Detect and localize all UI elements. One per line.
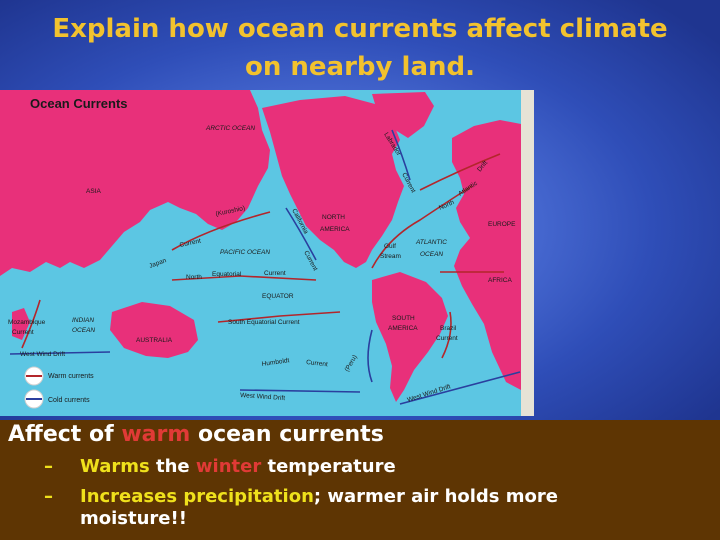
label-west-wind-drift-2: West Wind Drift (240, 392, 286, 402)
heading-prefix: Affect of (8, 422, 122, 447)
brazil-current-line (441, 311, 452, 359)
bullet-2-part-b: ; warmer air holds more (313, 486, 558, 507)
label-atlantic-1: ATLANTIC (415, 239, 447, 246)
warm-current-lines (21, 153, 504, 359)
label-indian-1: INDIAN (72, 317, 94, 324)
west-wind-drift-atlantic-line (399, 371, 521, 405)
heading-suffix: ocean currents (190, 422, 384, 447)
north-atlantic-drift-line (419, 153, 501, 191)
label-pacific-ocean: PACIFIC OCEAN (220, 249, 270, 256)
slide-title-line2: on nearby land. (244, 52, 475, 82)
slide-title-line1: Explain how ocean currents affect climat… (52, 14, 668, 44)
bullet-1-part-d: temperature (261, 456, 396, 477)
humboldt-current-line (367, 329, 373, 383)
label-west-wind-drift-1: West Wind Drift (20, 351, 65, 358)
label-south-america-2: AMERICA (388, 325, 418, 332)
label-atlantic-2: OCEAN (420, 251, 443, 258)
label-australia: AUSTRALIA (136, 337, 173, 344)
label-north-equatorial-2: Equatorial (212, 271, 242, 278)
label-north-equatorial-3: Current (264, 270, 286, 277)
content-heading: Affect of warm ocean currents (8, 422, 384, 447)
west-wind-drift-indian-line (9, 351, 111, 355)
bullet-2: – Increases precipitation; warmer air hol… (44, 486, 558, 530)
map-figure: Ocean Currents ARCTIC OCEAN ASIA NORTH A… (0, 90, 534, 416)
ocean-currents-map: Ocean Currents ARCTIC OCEAN ASIA NORTH A… (0, 90, 534, 416)
label-brazil-1: Brazil (440, 325, 457, 332)
cold-current-lines (9, 129, 521, 405)
heading-warm-word: warm (121, 422, 191, 447)
asia-landmass (0, 90, 270, 276)
bullet-1-dash: – (44, 456, 53, 477)
bullet-1-part-b: the (149, 456, 196, 477)
label-equator: EQUATOR (262, 293, 294, 300)
mozambique-current-line (21, 299, 41, 349)
label-north-equatorial-1: North (186, 274, 202, 281)
slide-title: Explain how ocean currents affect climat… (10, 10, 710, 86)
label-indian-2: OCEAN (72, 327, 95, 334)
greenland-landmass (372, 92, 434, 138)
label-south-america-1: SOUTH (392, 315, 415, 322)
south-america-landmass (372, 272, 448, 402)
north-america-landmass (262, 96, 404, 268)
label-humboldt-1: Humboldt (261, 357, 290, 368)
kuroshio-current-line (171, 211, 271, 251)
label-asia: ASIA (86, 188, 101, 195)
label-brazil-2: Current (436, 335, 458, 342)
label-current-1: Current (179, 238, 202, 249)
bullet-2-dash: – (44, 486, 53, 507)
map-margin (521, 90, 534, 416)
bullet-2-part-a: Increases precipitation (80, 486, 314, 507)
legend-cold-label: Cold currents (48, 397, 90, 404)
map-legend: Warm currents Cold currents (24, 366, 94, 409)
madagascar-landmass (12, 308, 30, 340)
label-africa: AFRICA (488, 277, 513, 284)
label-north-america-2: AMERICA (320, 226, 350, 233)
legend-warm-label: Warm currents (48, 373, 94, 380)
content-panel (0, 420, 720, 540)
bullet-1-part-c: winter (195, 456, 262, 477)
south-equatorial-line (217, 311, 341, 323)
bullet-2-text: Increases precipitation; warmer air hold… (80, 486, 558, 530)
landmasses (0, 90, 521, 402)
label-mozambique-2: Current (12, 329, 34, 336)
bullet-1-text: Warms the winter temperature (80, 456, 396, 478)
label-humboldt-2: Current (306, 359, 328, 368)
labrador-current-line (391, 129, 411, 181)
label-south-equatorial: South Equatorial Current (228, 319, 300, 326)
label-europe: EUROPE (488, 221, 516, 228)
west-wind-drift-pacific-line (239, 389, 361, 393)
label-arctic-ocean: ARCTIC OCEAN (205, 125, 255, 132)
california-current-line (285, 207, 317, 261)
bullet-1-part-a: Warms (80, 456, 150, 477)
label-gulf-1: Gulf (384, 243, 396, 250)
australia-landmass (110, 302, 198, 358)
bullet-2-part-c: moisture!! (80, 508, 187, 529)
north-equatorial-pacific-line (171, 275, 317, 281)
bullet-1: – Warms the winter temperature (44, 456, 396, 478)
label-mozambique-1: Mozambique (8, 319, 46, 326)
map-title: Ocean Currents (30, 96, 128, 111)
gulf-stream-line (371, 185, 473, 269)
label-north-america-1: NORTH (322, 214, 345, 221)
label-gulf-2: Stream (380, 253, 401, 260)
